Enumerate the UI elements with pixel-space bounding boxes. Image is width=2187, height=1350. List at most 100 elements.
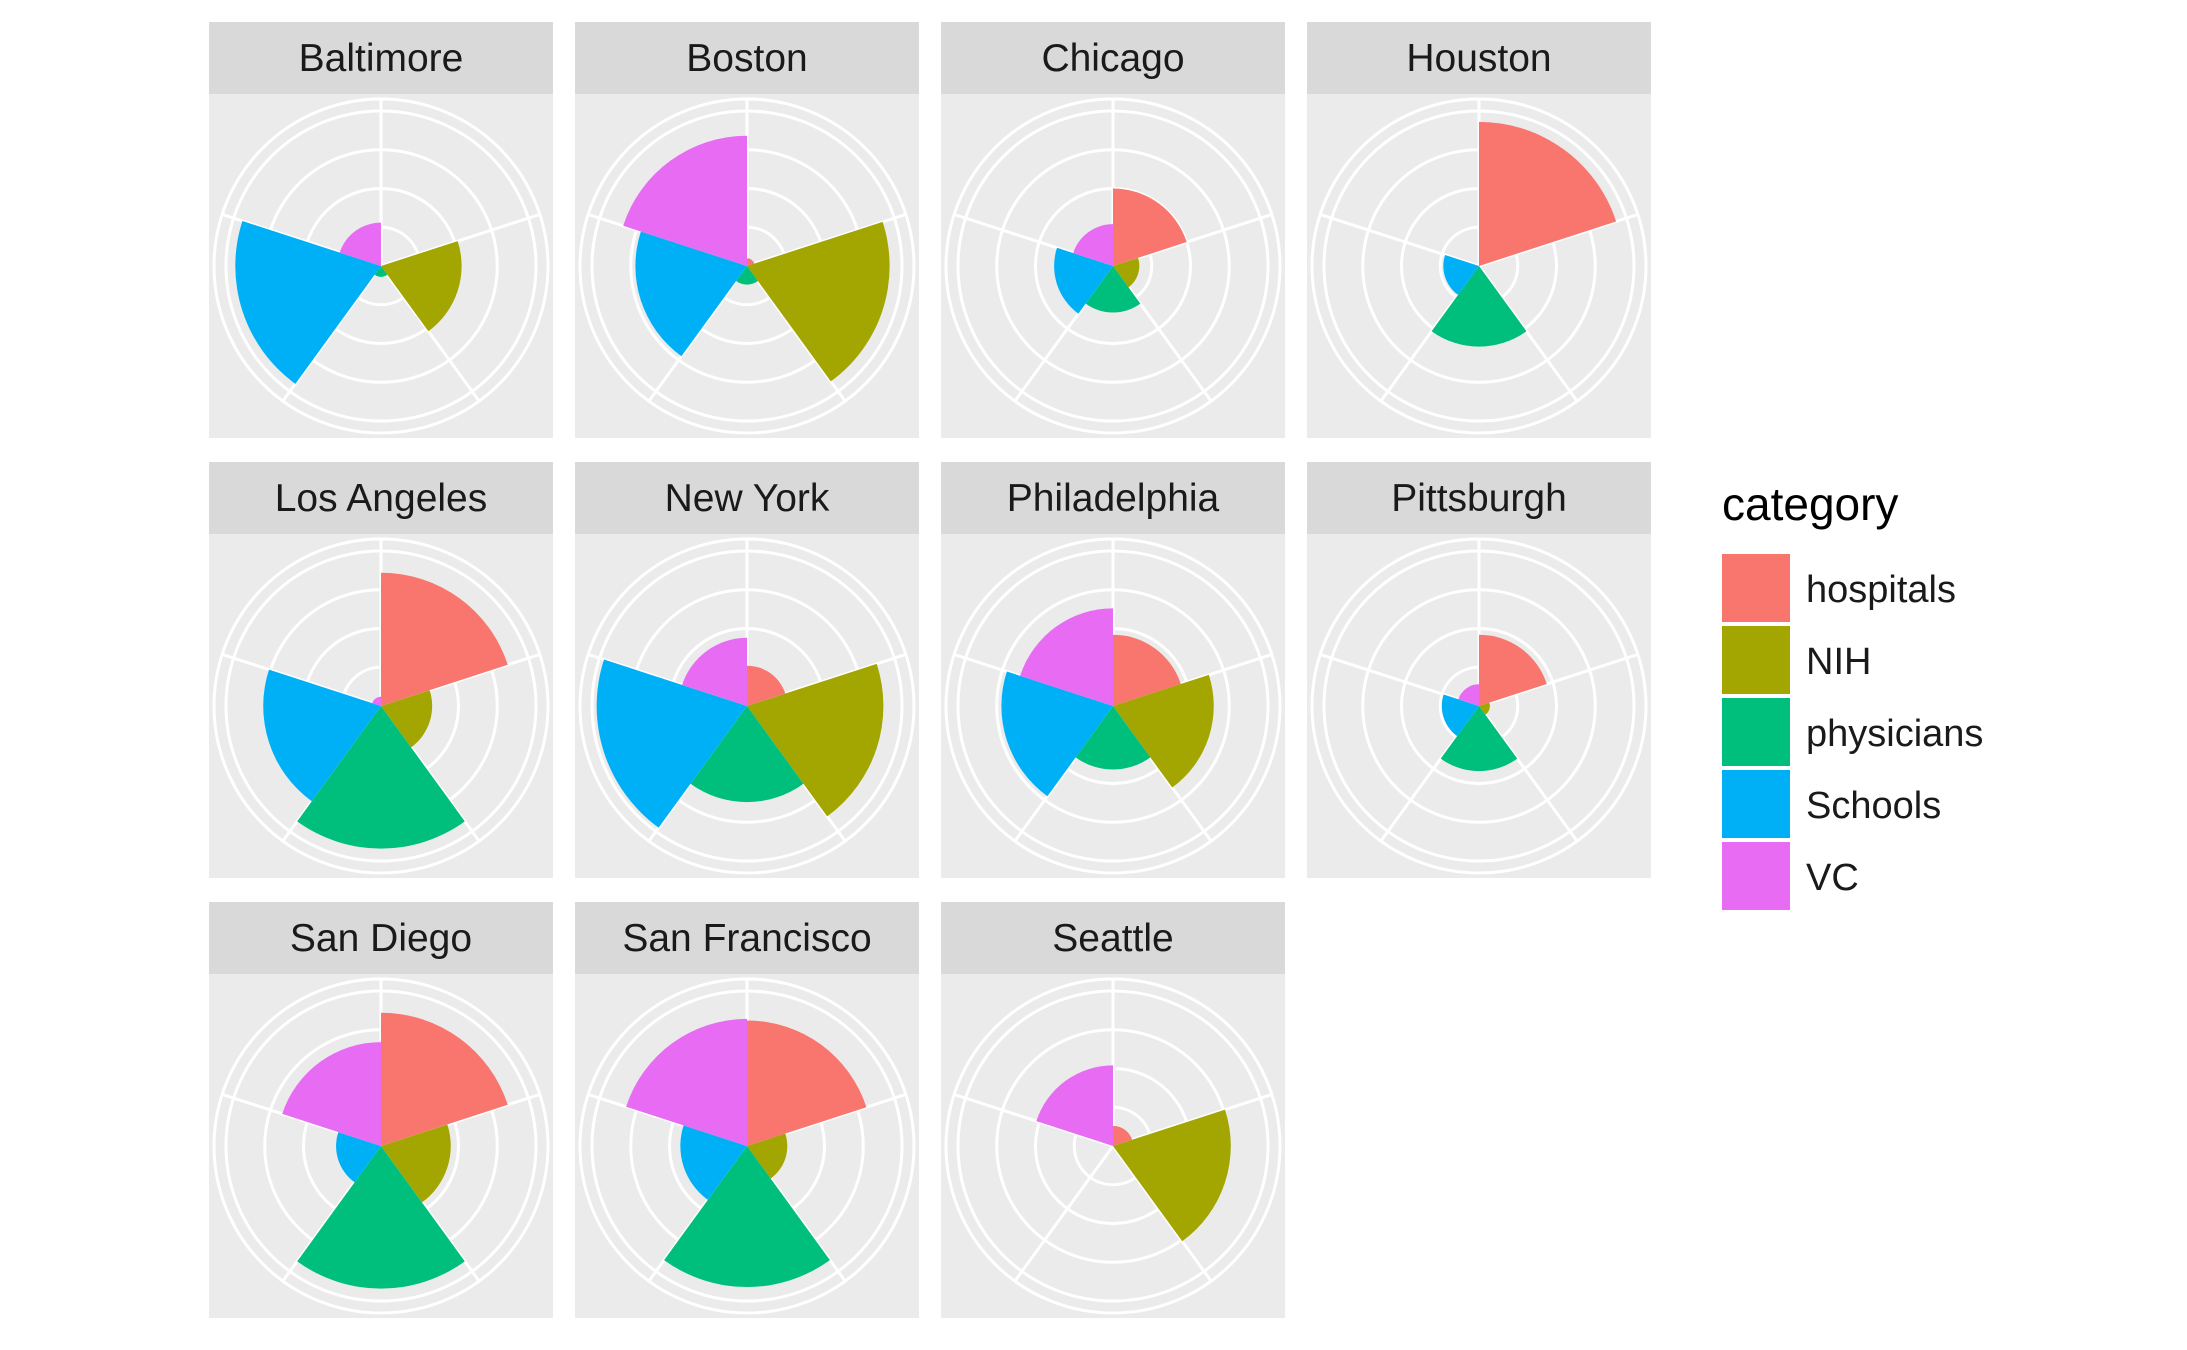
grid-ring-outer: [212, 97, 550, 435]
legend-label-nih: NIH: [1806, 641, 1871, 683]
facet-san-diego: San Diego: [209, 902, 553, 1318]
facet-strip: [209, 902, 553, 974]
wedge-nih: [381, 241, 462, 332]
grid-spoke: [1112, 1092, 1273, 1148]
facet-strip: [1307, 22, 1651, 94]
facet-strip: [941, 462, 1285, 534]
wedge-physicians: [297, 1146, 465, 1289]
wedge-hospitals: [1479, 121, 1617, 266]
wedge-schools: [1001, 671, 1113, 797]
wedge-physicians: [690, 706, 804, 803]
legend-label-schools: Schools: [1806, 785, 1941, 827]
wedge-schools: [1441, 694, 1479, 737]
wedge-physicians: [297, 706, 465, 849]
legend-key-vc: [1722, 842, 1790, 910]
facet-houston: Houston: [1307, 22, 1651, 438]
grid-ring-outer: [578, 97, 916, 435]
facet-title: San Francisco: [622, 917, 871, 960]
grid-spoke: [221, 652, 382, 708]
facet-strip: [209, 22, 553, 94]
grid-ring: [224, 549, 538, 863]
facet-san-francisco: San Francisco: [575, 902, 919, 1318]
grid-ring-outer: [578, 537, 916, 875]
wedge-nih: [747, 1133, 788, 1179]
wedge-nih: [747, 663, 884, 817]
wedge-nih: [1113, 257, 1140, 288]
grid-ring-outer: [944, 537, 1282, 875]
wedge-vc: [682, 637, 747, 706]
wedge-nih: [381, 1124, 451, 1203]
facet-title: San Diego: [290, 917, 472, 960]
wedge-physicians: [664, 1146, 830, 1288]
facet-title: Philadelphia: [1007, 477, 1220, 520]
grid-spoke: [1013, 1145, 1115, 1282]
wedge-physicians: [374, 266, 388, 277]
grid-ring: [224, 109, 538, 423]
facet-title: New York: [665, 477, 830, 520]
wedge-vc: [282, 1042, 381, 1146]
grid-spoke: [1379, 705, 1481, 842]
facet-philadelphia: Philadelphia: [941, 462, 1285, 878]
wedge-physicians: [1431, 266, 1527, 347]
facet-new-york: New York: [575, 462, 919, 878]
wedge-schools: [680, 1125, 747, 1200]
wedge-schools: [263, 669, 381, 802]
wedge-hospitals: [1479, 634, 1547, 706]
wedge-vc: [339, 222, 381, 266]
grid-spoke: [1013, 265, 1115, 402]
grid-ring-outer: [578, 977, 916, 1315]
grid-ring: [1322, 109, 1636, 423]
grid-ring: [590, 549, 904, 863]
facet-title: Seattle: [1052, 917, 1173, 960]
legend-label-vc: VC: [1806, 857, 1859, 899]
wedge-vc: [1020, 608, 1113, 706]
facet-title: Boston: [686, 37, 807, 80]
wedge-schools: [235, 220, 381, 384]
wedge-hospitals: [381, 1012, 508, 1146]
wedge-physicians: [1085, 266, 1141, 313]
grid-ring-outer: [212, 537, 550, 875]
wedge-nih: [1479, 702, 1490, 715]
wedge-nih: [1113, 674, 1214, 788]
grid-ring: [1361, 588, 1597, 824]
wedge-vc: [623, 135, 747, 266]
legend-label-physicians: physicians: [1806, 713, 1983, 755]
grid-ring-outer: [944, 977, 1282, 1315]
wedge-hospitals: [747, 1020, 867, 1146]
grid-ring: [1322, 549, 1636, 863]
grid-ring-outer: [212, 977, 550, 1315]
grid-spoke: [1111, 265, 1213, 402]
wedge-vc: [1073, 224, 1113, 266]
wedge-nih: [747, 221, 890, 382]
facet-los-angeles: Los Angeles: [209, 462, 553, 878]
wedge-vc: [372, 696, 381, 706]
grid-ring: [956, 989, 1270, 1303]
wedge-vc: [626, 1018, 747, 1146]
wedge-vc: [1458, 684, 1479, 706]
facet-seattle: Seattle: [941, 902, 1285, 1318]
wedge-hospitals: [747, 665, 786, 706]
facet-title: Chicago: [1041, 37, 1184, 80]
wedge-hospitals: [747, 258, 755, 266]
grid-spoke: [281, 265, 383, 402]
grid-spoke: [1013, 705, 1115, 842]
facet-strip: [209, 462, 553, 534]
wedge-schools: [336, 1132, 381, 1183]
facet-title: Houston: [1406, 37, 1551, 80]
facet-title: Los Angeles: [275, 477, 488, 520]
wedge-hospitals: [1113, 1125, 1133, 1146]
facet-strip: [941, 902, 1285, 974]
grid-spoke: [379, 265, 481, 402]
wedge-nih: [1113, 1109, 1231, 1242]
grid-spoke: [953, 1092, 1114, 1148]
legend-key-schools: [1722, 770, 1790, 838]
legend-key-nih: [1722, 626, 1790, 694]
wedge-vc: [1036, 1065, 1113, 1146]
facet-baltimore: Baltimore: [209, 22, 553, 438]
facet-chicago: Chicago: [941, 22, 1285, 438]
facet-title: Pittsburgh: [1391, 477, 1567, 520]
grid-spoke: [1112, 212, 1273, 268]
grid-spoke: [1111, 1145, 1213, 1282]
